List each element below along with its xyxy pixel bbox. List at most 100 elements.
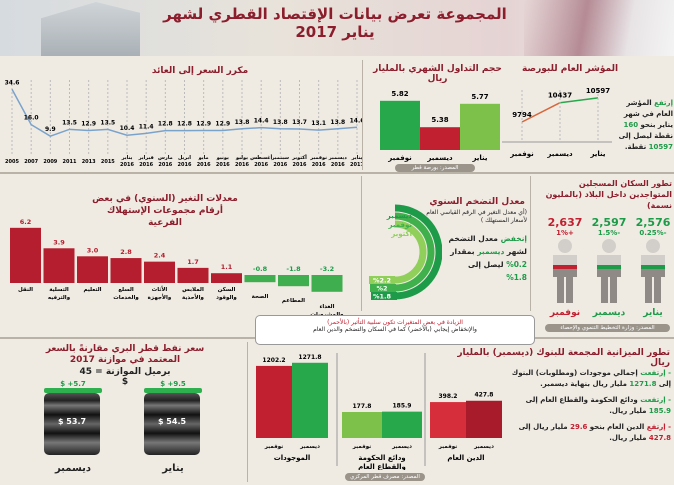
legend-december: ديسمبر: [386, 212, 412, 220]
inflation-label-bg: [370, 284, 396, 292]
population-value: 2,576: [635, 216, 671, 229]
population-figures: 2,637 1%+ نوفمبر 2,597 1.5%- ديسمبر 2,576 …: [537, 216, 672, 318]
consumption-bar: [10, 227, 41, 283]
consumption-x-label: السكن: [218, 286, 236, 293]
inflation-arc: [394, 220, 427, 284]
consumption-data-label: 6.2: [20, 218, 32, 226]
pe-x-tick-label: يونيو: [216, 155, 229, 161]
pe-data-label: 12.8: [158, 121, 173, 128]
inflation-data-label: %1.8: [373, 293, 392, 301]
banks-x-label: ديسمبر: [473, 444, 494, 450]
index-segment: [559, 97, 599, 104]
pe-x-tick-label: 2011: [63, 159, 77, 165]
oil-barrel-item: $ +5.7 $ 53.7 ديسمبر: [44, 380, 102, 474]
consumption-data-label: 3.9: [53, 238, 65, 246]
inflation-text: إنخفض معدل التضخم لشهر ديسمبر بمقدار 0.2…: [445, 232, 527, 284]
index-title: المؤشر العام للبورصة: [521, 64, 619, 74]
bullet-text: مليار ريال.: [609, 434, 647, 442]
consumption-bar: [110, 258, 142, 283]
color-legend-note: الزيادة في بعض المتغيرات تكون سلبية التأ…: [255, 315, 535, 345]
trading-title: حجم التداول الشهري بالمليار ريال: [373, 64, 502, 84]
index-text: إرتفع المؤشر العام في شهر يناير بنحو 160…: [615, 98, 673, 153]
pe-x-tick-label: 2013: [82, 159, 96, 165]
pe-x-tick-label: سبتمبر: [271, 155, 290, 161]
consumption-x-label: الغذاء: [320, 304, 335, 310]
bullet-number: 29.6: [570, 423, 588, 431]
inflation-text-3: ليصل إلى: [468, 260, 504, 269]
index-text-points: 160: [623, 121, 639, 129]
inflation-text-verb: إنخفض: [500, 234, 527, 243]
inflation-text-month: ديسمبر: [477, 247, 505, 256]
pe-x-tick-label: أكتوبر: [291, 154, 307, 161]
oil-budget: برميل الموازنة = 45 $: [79, 367, 171, 387]
oil-barrel-item: $ +9.5 $ 54.5 يناير: [144, 380, 202, 474]
pe-x-tick-label: مارس: [158, 155, 173, 161]
inflation-donut-chart: %2.2%2%1.8: [369, 204, 442, 301]
banks-x-label: نوفمبر: [264, 444, 283, 450]
index-x-label: يناير: [589, 150, 605, 158]
pe-x-tick-label: 2015: [101, 159, 115, 165]
consumption-title: معدلات التغير (السنوي) في بعض أرقام مجمو…: [92, 194, 238, 228]
consumption-x-label: والأحذية: [182, 293, 205, 301]
legend-october: اكتوبر: [391, 230, 412, 238]
bullet-text: مليار ريال إلى: [518, 423, 568, 431]
bullet-verb: - إرتفع: [646, 423, 671, 431]
oil-month: يناير: [162, 463, 184, 474]
banks-group-label: ودائع الحكومة: [358, 454, 405, 462]
bullet-verb: - إرتفعت: [640, 369, 671, 377]
population-month: نوفمبر: [549, 308, 581, 318]
inflation-data-label: %2: [376, 285, 387, 293]
pe-x-tick-label: يناير: [121, 155, 133, 161]
population-change: 1%+: [556, 229, 574, 237]
divider: [247, 342, 248, 482]
pe-data-label: 13.5: [62, 119, 77, 126]
pe-x-tick-label: 2016: [254, 162, 268, 168]
banks-data-label: 1271.8: [298, 354, 321, 361]
oil-title: سعر نفط قطر البري مقارنةً بالسعر المعتمد…: [45, 344, 205, 365]
bullet-number: 427.8: [648, 434, 671, 442]
pe-x-tick-label: 2016: [197, 162, 211, 168]
bullet-text: مليار ريال بنهاية ديسمبر.: [540, 380, 627, 388]
consumption-bar: [177, 267, 209, 283]
banks-source: المصدر: مصرف قطر المركزي: [345, 473, 425, 481]
trading-x-label: يناير: [471, 154, 487, 162]
pe-x-tick-label: 2007: [24, 159, 38, 165]
pe-data-label: 34.6: [5, 79, 20, 86]
consumption-x-label: والترفيه: [48, 295, 71, 301]
consumption-bar: [43, 248, 75, 283]
person-icon: [597, 239, 621, 303]
population-value: 2,637: [547, 216, 583, 229]
consumption-bar: [244, 275, 276, 283]
population-item: 2,576 0.25%- يناير: [633, 216, 673, 319]
page-title: المجموعة تعرض بيانات الإقتصاد القطري لشه…: [163, 5, 507, 41]
trading-data-label: 5.38: [431, 116, 448, 124]
consumption-data-label: 2.8: [120, 248, 132, 256]
pe-x-tick-label: 2016: [216, 162, 230, 168]
index-text-value: 10597: [648, 143, 673, 151]
population-change: 0.25%-: [639, 229, 667, 237]
consumption-bar: [77, 256, 108, 283]
pe-data-label: 13.5: [100, 119, 115, 126]
oil-diff: $ +5.7: [60, 380, 86, 388]
banks-x-label: نوفمبر: [352, 444, 371, 450]
pe-x-tick-label: ابريل: [178, 155, 191, 161]
consumption-bar: [144, 261, 175, 283]
trading-data-label: 5.82: [391, 90, 408, 98]
consumption-bar-chart: 6.2 النقل 3.9 التسلية والترفيه 3.0 التعليم 2.8 ا…: [10, 218, 344, 315]
population-month: ديسمبر: [592, 308, 626, 318]
legend-november: نوفمبر: [388, 221, 412, 229]
consumption-x-label: التسلية: [49, 287, 69, 293]
pe-x-tick-label: 2016: [120, 162, 134, 168]
trading-bar: [380, 100, 420, 150]
population-item: 2,637 1%+ نوفمبر: [545, 216, 585, 319]
oil-barrel-icon: $ 53.7: [44, 393, 100, 455]
index-x-label: نوفمبر: [509, 150, 534, 158]
pe-data-label: 10.4: [120, 125, 135, 132]
pe-data-label: 16.0: [24, 115, 39, 122]
trading-bar: [420, 127, 460, 150]
pe-x-tick-label: 2016: [158, 162, 172, 168]
oil-barrels: $ +5.7 $ 53.7 ديسمبر $ +9.5 $ 54.5 يناير: [0, 380, 245, 480]
bullet-text: إجمالي موجودات (ومطلوبات) البنوك إلى: [511, 369, 671, 388]
pe-x-tick-label: 2016: [293, 162, 307, 168]
banks-bar: [430, 402, 466, 438]
